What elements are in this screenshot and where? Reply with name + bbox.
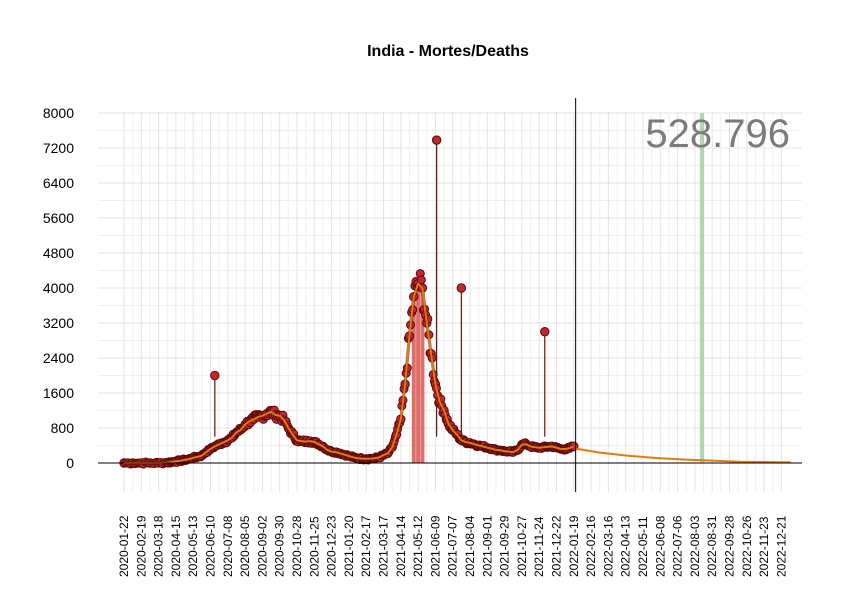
x-tick-label: 2021-03-17 [377,515,391,577]
x-tick-label: 2022-03-16 [601,515,615,577]
x-tick-label: 2022-12-21 [774,515,788,577]
x-tick-label: 2021-09-01 [480,515,494,577]
x-tick-label: 2021-08-04 [463,515,477,577]
x-tick-label: 2021-04-14 [394,515,408,577]
x-tick-label: 2021-05-12 [411,515,425,577]
spike-point [431,135,442,145]
x-tick-label: 2020-11-25 [307,516,321,577]
peak-bar [416,283,421,463]
lines-layer [124,280,791,465]
x-tick-label: 2020-01-22 [117,515,131,577]
projection-line [575,447,791,464]
x-tick-label: 2022-05-11 [636,516,650,577]
x-tick-label: 2021-07-07 [446,515,460,577]
spike-point [540,327,550,337]
y-tick-label: 5600 [43,210,74,226]
x-tick-label: 2021-11-24 [532,516,546,577]
x-tick-label: 2020-09-30 [273,515,287,577]
x-tick-label: 2020-08-05 [238,515,252,577]
x-tick-labels: 2020-01-22 2020-02-19 2020-03-18 2020-04-15… [117,515,788,577]
smooth-line [124,281,575,464]
y-tick-label: 1600 [43,385,74,401]
y-tick-labels: 0 800 1600 2400 3200 4000 4800 5600 6400 7200 8000 [43,105,74,471]
x-tick-label: 2022-10-26 [740,515,754,577]
x-tick-label: 2021-06-09 [428,515,442,577]
total-deaths-label: 528.796 [645,112,790,156]
x-tick-label: 2020-03-18 [152,515,166,577]
x-tick-label: 2021-10-27 [515,515,529,577]
y-tick-label: 2400 [43,350,74,366]
x-tick-label: 2020-02-19 [134,515,148,577]
x-tick-label: 2020-07-08 [221,515,235,577]
grid [98,112,802,492]
y-tick-label: 8000 [43,105,74,121]
y-tick-label: 7200 [43,140,74,156]
axes-layer [98,98,802,492]
peak-bars-layer [411,283,425,463]
y-tick-label: 0 [66,455,74,471]
x-tick-label: 2021-12-22 [550,515,564,577]
x-tick-label: 2022-07-06 [671,515,685,577]
x-tick-label: 2021-09-29 [498,515,512,577]
x-tick-label: 2020-09-02 [255,515,269,577]
spike-point [456,283,467,293]
x-tick-label: 2022-06-08 [653,515,667,577]
x-tick-label: 2022-08-03 [688,515,702,577]
x-tick-label: 2022-01-19 [567,515,581,577]
x-tick-label: 2020-05-13 [186,515,200,577]
highlight-band [699,113,705,463]
y-tick-label: 4000 [43,280,74,296]
x-tick-label: 2022-11-23 [757,516,771,577]
x-tick-label: 2020-04-15 [169,515,183,577]
x-tick-label: 2021-01-20 [342,515,356,577]
x-tick-label: 2020-10-28 [290,515,304,577]
x-tick-label: 2022-09-28 [723,515,737,577]
y-tick-label: 6400 [43,175,74,191]
spike-point [210,370,220,381]
y-tick-label: 4800 [43,245,74,261]
peak-bar [411,296,416,463]
y-tick-label: 800 [51,420,75,436]
highlight-band-layer [699,113,705,463]
x-tick-label: 2022-08-31 [705,515,719,577]
x-tick-label: 2022-02-16 [584,515,598,577]
x-tick-label: 2020-06-10 [204,515,218,577]
x-tick-label: 2020-12-23 [325,515,339,577]
x-tick-label: 2021-02-17 [359,515,373,577]
y-tick-label: 3200 [43,315,74,331]
x-tick-label: 2022-04-13 [619,515,633,577]
chart-title: India - Mortes/Deaths [367,43,529,60]
peak-bar [420,288,425,463]
